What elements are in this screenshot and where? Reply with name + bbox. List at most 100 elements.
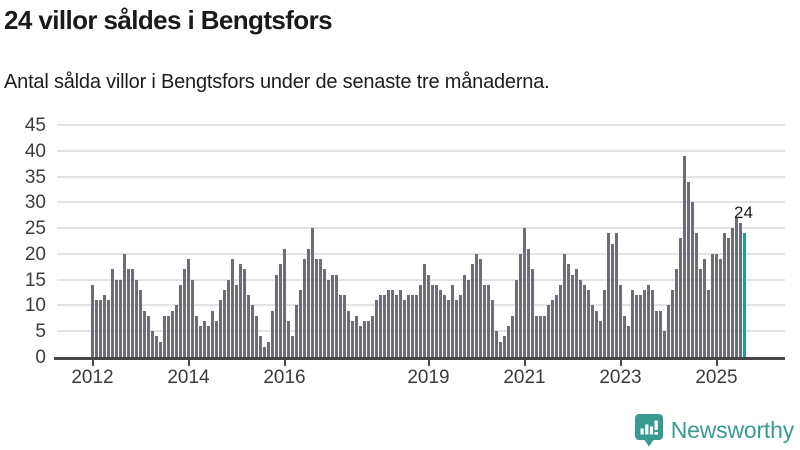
bar: [175, 305, 178, 357]
y-tick-label: 35: [24, 166, 46, 188]
bar: [287, 321, 290, 357]
bar: [243, 269, 246, 357]
bar: [475, 254, 478, 357]
bar: [411, 295, 414, 357]
bar: [251, 305, 254, 357]
bar: [583, 285, 586, 357]
bar: [395, 295, 398, 357]
x-tick-label: 2019: [407, 367, 450, 388]
chart-subtitle: Antal sålda villor i Bengtsfors under de…: [4, 71, 550, 93]
bar: [591, 305, 594, 357]
bar: [143, 311, 146, 357]
bar: [507, 326, 510, 357]
x-axis-line: [54, 357, 785, 360]
bar: [519, 254, 522, 357]
bar: [479, 259, 482, 357]
bar: [399, 290, 402, 357]
bar: [699, 269, 702, 357]
bar: [259, 336, 262, 357]
bar: [227, 280, 230, 357]
bar: [499, 342, 502, 357]
bar: [159, 342, 162, 357]
bar: [375, 300, 378, 357]
bar: [739, 223, 742, 357]
bar: [631, 290, 634, 357]
bar: [239, 264, 242, 357]
bar: [171, 311, 174, 357]
bar: [103, 295, 106, 357]
bar: [231, 259, 234, 357]
x-axis-tick: [619, 360, 622, 366]
bar: [559, 285, 562, 357]
bar: [139, 290, 142, 357]
bar: [663, 331, 666, 357]
bar: [323, 269, 326, 357]
bar: [347, 311, 350, 357]
bar: [331, 275, 334, 357]
bar: [263, 347, 266, 357]
x-tick-label: 2014: [167, 367, 210, 388]
bar: [419, 285, 422, 357]
bar: [255, 316, 258, 357]
x-tick-label: 2021: [503, 367, 546, 388]
newsworthy-branding[interactable]: Newsworthy: [634, 412, 794, 448]
bar: [391, 290, 394, 357]
bar: [639, 295, 642, 357]
bar: [579, 280, 582, 357]
bar: [207, 326, 210, 357]
x-axis-tick: [91, 360, 94, 366]
y-tick-label: 0: [35, 347, 46, 368]
bar: [191, 280, 194, 357]
bar: [659, 311, 662, 357]
bar: [119, 280, 122, 357]
bar: [455, 300, 458, 357]
bar: [183, 269, 186, 357]
bar: [107, 300, 110, 357]
bar: [463, 275, 466, 357]
bar: [359, 326, 362, 357]
bar: [459, 295, 462, 357]
bar: [719, 259, 722, 357]
bar: [623, 316, 626, 357]
bar: [199, 326, 202, 357]
bar: [575, 269, 578, 357]
bar: [343, 295, 346, 357]
bar: [163, 316, 166, 357]
bar: [735, 218, 738, 357]
bar: [99, 300, 102, 357]
bar: [531, 269, 534, 357]
bar: [187, 259, 190, 357]
bar: [627, 326, 630, 357]
x-tick-label: 2016: [263, 367, 306, 388]
bar: [687, 182, 690, 357]
bar: [679, 238, 682, 357]
bar: [675, 269, 678, 357]
bar: [247, 295, 250, 357]
gridline: [57, 201, 785, 204]
bar: [467, 280, 470, 357]
bar: [483, 285, 486, 357]
bar: [291, 336, 294, 357]
bar: [451, 285, 454, 357]
bar: [135, 280, 138, 357]
gridline: [57, 124, 785, 126]
bar: [295, 305, 298, 357]
bar: [539, 316, 542, 357]
bar: [167, 316, 170, 357]
bar: [727, 238, 730, 357]
bar: [619, 285, 622, 357]
x-axis-tick: [283, 360, 286, 366]
bar: [351, 321, 354, 357]
bar: [407, 295, 410, 357]
bar: [667, 305, 670, 357]
bar: [423, 264, 426, 357]
y-tick-label: 15: [24, 269, 46, 291]
bar: [179, 285, 182, 357]
bar: [283, 249, 286, 357]
y-tick-label: 20: [24, 243, 46, 265]
bar: [379, 295, 382, 357]
bar: [495, 331, 498, 357]
bar: [491, 300, 494, 357]
y-tick-label: 10: [24, 295, 46, 317]
